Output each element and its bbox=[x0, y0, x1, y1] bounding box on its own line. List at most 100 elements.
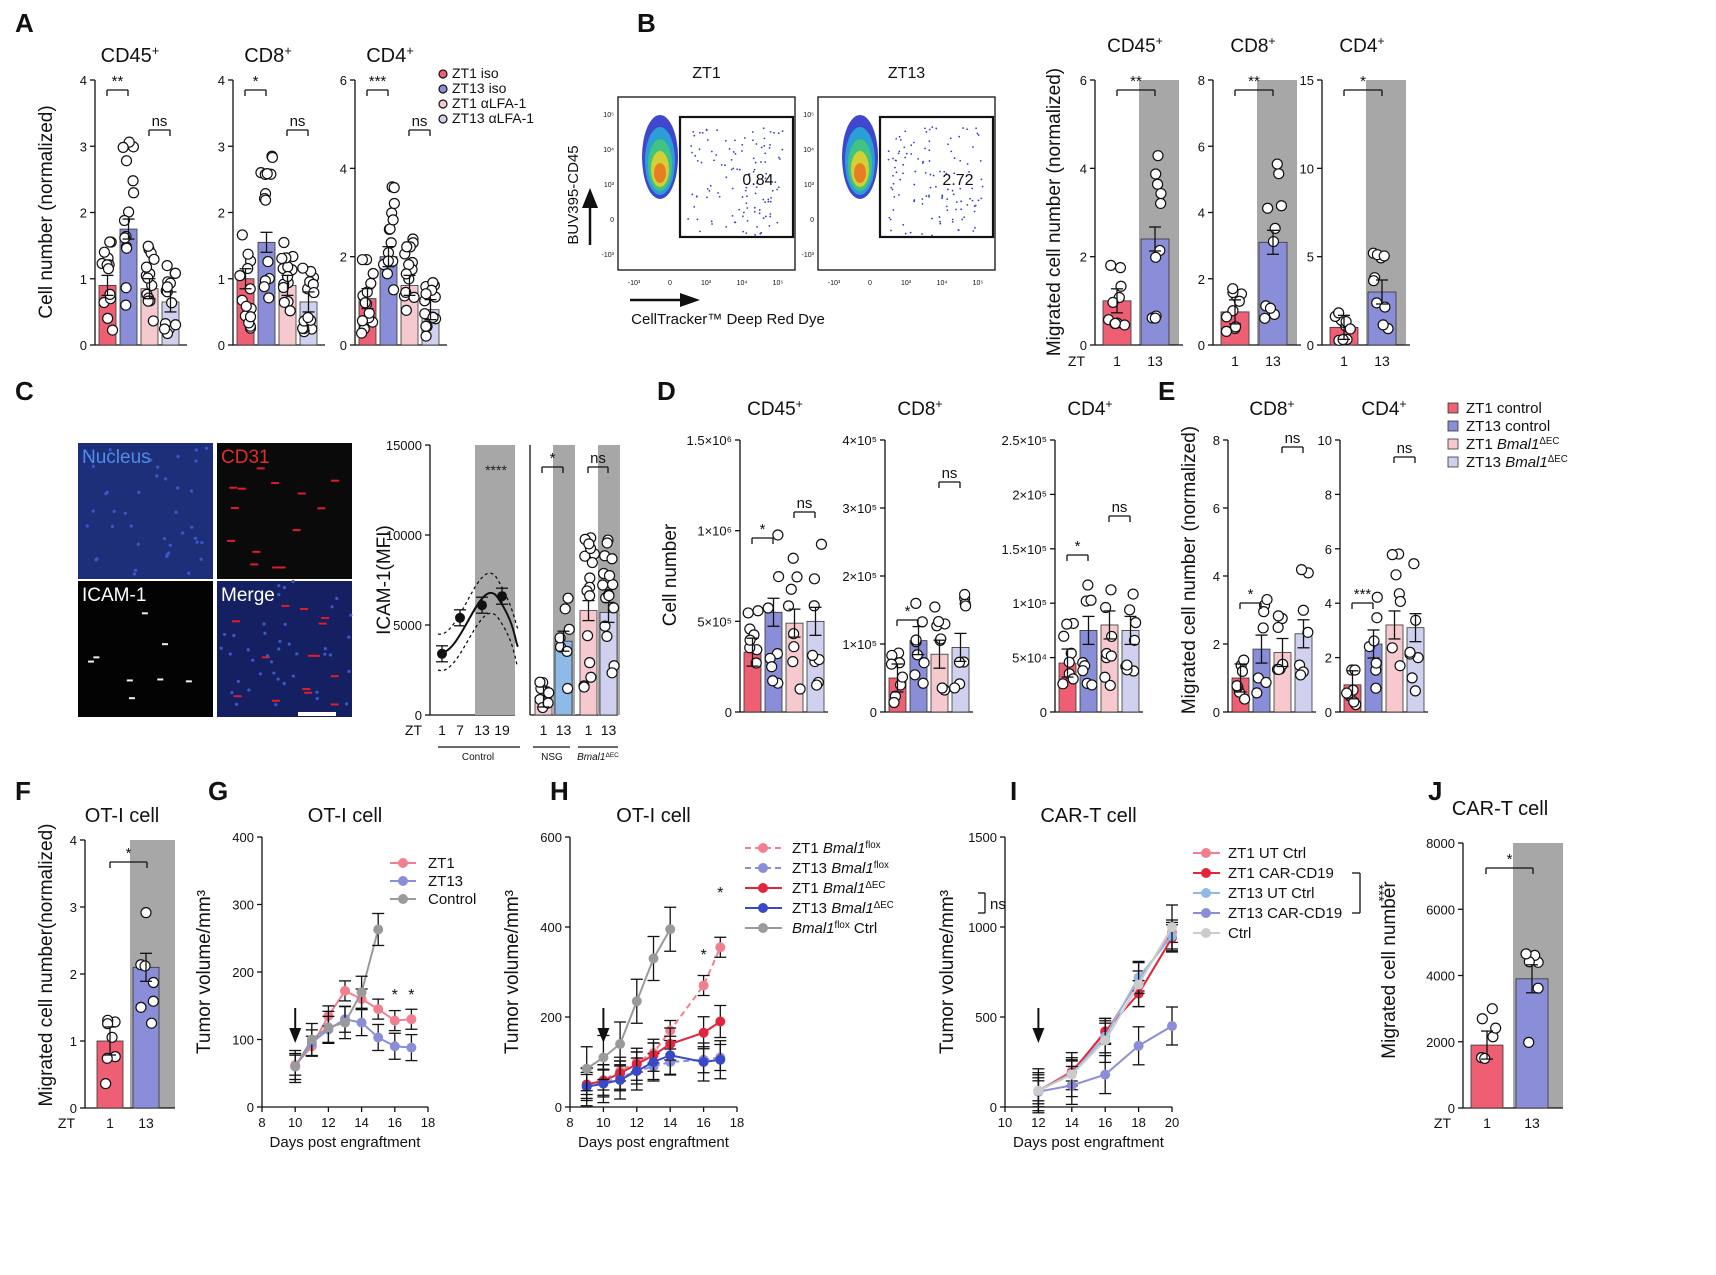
flow-event bbox=[687, 218, 690, 220]
y-tick-label: 100 bbox=[232, 1033, 254, 1048]
micrograph-signal bbox=[194, 448, 198, 452]
data-point bbox=[583, 538, 595, 550]
sig-label: * bbox=[126, 845, 132, 862]
panel-letter-e: E bbox=[1158, 376, 1175, 406]
flow-event bbox=[959, 159, 962, 162]
y-tick-label: 5 bbox=[1307, 250, 1314, 265]
flow-event bbox=[974, 227, 976, 229]
flow-event bbox=[955, 208, 957, 211]
legend-marker bbox=[1201, 848, 1211, 858]
micrograph-signal bbox=[274, 703, 278, 707]
data-point bbox=[139, 960, 151, 972]
subplot-title: CD8+ bbox=[1230, 34, 1275, 57]
flow-event bbox=[753, 206, 756, 209]
legend-marker bbox=[398, 876, 408, 886]
label-part: Bmal1 bbox=[792, 920, 835, 937]
y-tick-label: 3×10⁵ bbox=[842, 501, 877, 516]
data-point bbox=[1155, 197, 1167, 210]
micrograph-signal bbox=[222, 632, 227, 637]
flow-event bbox=[892, 174, 894, 177]
data-point bbox=[145, 1017, 158, 1029]
series-point bbox=[648, 1057, 659, 1067]
data-point bbox=[259, 194, 272, 206]
data-point bbox=[242, 248, 254, 260]
data-point bbox=[772, 529, 784, 541]
flow-event bbox=[904, 130, 907, 133]
panel-letter-j: J bbox=[1428, 776, 1442, 806]
series-point bbox=[1033, 1085, 1044, 1096]
data-point bbox=[909, 669, 921, 681]
label-part: ZT13 bbox=[1466, 454, 1505, 471]
subplot-title: CD4+ bbox=[1339, 34, 1384, 57]
y-tick-label: 0 bbox=[555, 1100, 562, 1115]
data-point bbox=[427, 311, 439, 324]
data-point bbox=[787, 656, 799, 668]
flow-event bbox=[914, 170, 917, 173]
legend-label: ZT1 Bmal1ΔEC bbox=[1466, 436, 1559, 454]
label-part: flox bbox=[874, 860, 889, 871]
sig-label: ns bbox=[797, 495, 813, 512]
flow-event bbox=[694, 154, 697, 157]
label-part: ZT1 control bbox=[1466, 400, 1542, 417]
legend-marker bbox=[1447, 420, 1459, 432]
data-point bbox=[102, 1018, 114, 1030]
y-axis-label: Tumor volume/mm³ bbox=[937, 890, 958, 1054]
data-point bbox=[1371, 612, 1383, 624]
micrograph-signal bbox=[330, 675, 339, 678]
data-point bbox=[258, 281, 270, 293]
night-shading bbox=[475, 445, 515, 715]
data-point bbox=[1149, 312, 1161, 324]
micrograph-signal bbox=[282, 585, 286, 590]
data-point bbox=[158, 323, 171, 335]
flow-event bbox=[934, 185, 937, 188]
data-point bbox=[387, 284, 400, 296]
flow-event bbox=[905, 152, 908, 155]
micrograph-signal bbox=[271, 699, 280, 702]
bar bbox=[1258, 241, 1288, 346]
flow-event bbox=[762, 127, 765, 130]
y-tick-label: 4×10⁵ bbox=[842, 433, 877, 448]
y-tick-label: 0 bbox=[247, 1100, 254, 1115]
data-point bbox=[1370, 657, 1382, 669]
flow-event bbox=[732, 151, 735, 153]
y-tick-label: 2 bbox=[80, 206, 87, 221]
flow-event bbox=[763, 144, 766, 147]
x-tick-label: 10 bbox=[596, 1115, 610, 1130]
data-point bbox=[1532, 982, 1544, 994]
micrograph-signal bbox=[272, 566, 281, 569]
flow-event bbox=[946, 188, 949, 191]
flow-event bbox=[708, 190, 711, 192]
micrograph-signal bbox=[311, 654, 320, 657]
data-point bbox=[1058, 630, 1070, 642]
flow-plot-frame bbox=[617, 96, 796, 271]
series-point bbox=[1100, 1035, 1111, 1046]
flow-event bbox=[696, 159, 699, 162]
data-point bbox=[1371, 591, 1383, 603]
micrograph-signal bbox=[219, 646, 223, 650]
data-point bbox=[1294, 669, 1307, 681]
y-tick-label: 0 bbox=[70, 1101, 77, 1116]
micrograph-signal bbox=[93, 656, 100, 659]
data-point bbox=[752, 605, 764, 617]
series-point bbox=[356, 1017, 367, 1028]
micrograph-signal bbox=[200, 540, 204, 545]
legend-marker bbox=[1447, 402, 1459, 414]
y-tick-label: 2 bbox=[70, 967, 77, 982]
series-point bbox=[615, 1039, 626, 1049]
micrograph-signal bbox=[123, 511, 127, 515]
flow-event bbox=[939, 220, 941, 223]
y-tick-label: 2 bbox=[1213, 637, 1220, 652]
curve-point bbox=[477, 600, 487, 611]
panel-letter-a: A bbox=[15, 8, 34, 38]
data-point bbox=[584, 657, 596, 669]
x-tick-label: 13 bbox=[556, 722, 572, 738]
y-tick-label: 2 bbox=[1325, 651, 1332, 666]
legend-marker bbox=[758, 883, 768, 893]
sig-label: * bbox=[408, 987, 414, 1004]
micrograph-tile bbox=[217, 443, 352, 579]
flow-event bbox=[980, 197, 983, 200]
flow-event bbox=[756, 225, 758, 228]
series-point bbox=[373, 924, 384, 935]
y-tick-label: 6 bbox=[1325, 542, 1332, 557]
